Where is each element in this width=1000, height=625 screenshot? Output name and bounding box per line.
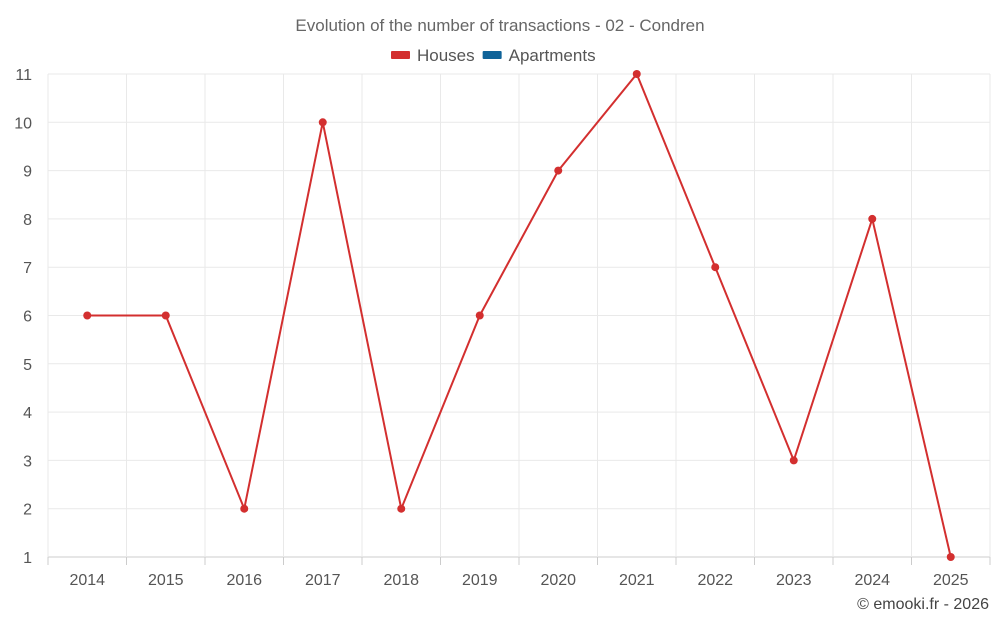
data-point[interactable] xyxy=(632,70,641,78)
series-line xyxy=(87,73,952,558)
y-tick-label: 9 xyxy=(23,164,32,181)
legend-label: Apartments xyxy=(509,46,596,65)
data-point[interactable] xyxy=(554,166,563,175)
y-tick-label: 3 xyxy=(23,453,32,470)
y-tick-label: 4 xyxy=(23,405,32,422)
chart-title: Evolution of the number of transactions … xyxy=(295,16,704,35)
legend-item[interactable]: Houses xyxy=(391,46,475,65)
x-tick-label: 2016 xyxy=(226,572,262,589)
legend-swatch xyxy=(482,51,502,59)
x-tick-label: 2022 xyxy=(697,572,733,589)
legend-label: Houses xyxy=(417,46,475,65)
data-point[interactable] xyxy=(475,311,484,320)
legend: Houses Apartments xyxy=(391,46,596,65)
x-tick-label: 2023 xyxy=(776,572,812,589)
data-point[interactable] xyxy=(318,118,327,127)
y-tick-label: 10 xyxy=(14,115,32,132)
data-point[interactable] xyxy=(397,504,406,513)
y-tick-label: 6 xyxy=(23,309,32,326)
y-tick-label: 2 xyxy=(23,502,32,519)
data-point[interactable] xyxy=(161,311,170,320)
x-tick-label: 2018 xyxy=(383,572,419,589)
data-point[interactable] xyxy=(711,263,720,272)
y-tick-label: 7 xyxy=(23,260,32,277)
x-tick-label: 2025 xyxy=(933,572,969,589)
x-tick-label: 2017 xyxy=(305,572,341,589)
x-tick-label: 2024 xyxy=(854,572,890,589)
data-point[interactable] xyxy=(946,553,955,561)
x-tick-label: 2019 xyxy=(462,572,498,589)
x-tick-label: 2020 xyxy=(540,572,576,589)
y-axis-ticks: 1 2 3 4 5 6 7 8 9 10 11 xyxy=(14,67,32,567)
data-point[interactable] xyxy=(83,311,92,320)
legend-swatch xyxy=(391,51,410,59)
x-tick-label: 2021 xyxy=(619,572,655,589)
x-tick-label: 2014 xyxy=(69,572,105,589)
series-layer xyxy=(83,70,955,561)
credit-text: © emooki.fr - 2026 xyxy=(857,596,989,613)
data-point[interactable] xyxy=(240,504,249,513)
y-tick-label: 5 xyxy=(23,357,32,374)
grid-lines xyxy=(47,73,991,565)
y-tick-label: 1 xyxy=(23,550,32,567)
legend-item[interactable]: Apartments xyxy=(482,46,596,65)
x-tick-label: 2015 xyxy=(148,572,184,589)
data-point[interactable] xyxy=(868,214,877,223)
y-tick-label: 8 xyxy=(23,212,32,229)
x-axis-ticks: 2014 2015 2016 2017 2018 2019 2020 2021 2022 2023… xyxy=(69,572,968,589)
y-tick-label: 11 xyxy=(15,67,32,84)
data-point[interactable] xyxy=(789,456,798,465)
